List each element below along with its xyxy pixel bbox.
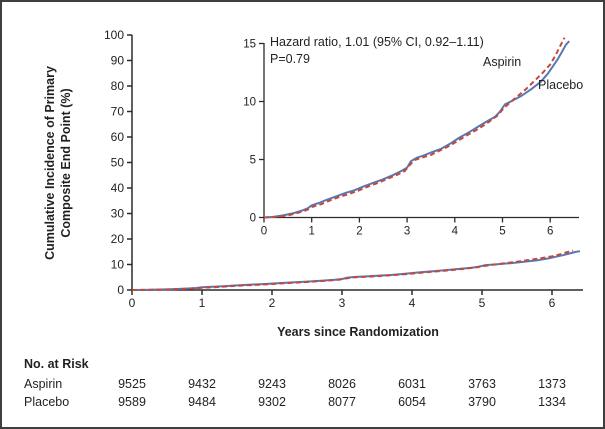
inset-x-tick-label: 1: [308, 226, 314, 238]
inset-x-tick-label: 4: [452, 226, 459, 238]
main-y-tick-label: 50: [111, 156, 125, 170]
main-y-tick-label: 20: [111, 232, 125, 246]
stats-annotation: Hazard ratio, 1.01 (95% CI, 0.92–1.11) P…: [270, 34, 484, 68]
main-y-tick-label: 100: [104, 28, 124, 42]
y-axis-title: Cumulative Incidence of Primary Composit…: [40, 15, 76, 311]
risk-row-placebo: Placebo 9589 9484 9302 8077 6054 3790 1334: [2, 395, 603, 411]
main-y-tick-label: 30: [111, 207, 125, 221]
inset-y-tick-label: 5: [250, 155, 256, 167]
main-x-tick-label: 4: [409, 296, 416, 310]
main-y-tick-label: 40: [111, 181, 125, 195]
risk-value: 9525: [118, 377, 146, 391]
main-x-tick-label: 2: [269, 296, 276, 310]
risk-value: 9302: [258, 395, 286, 409]
main-y-tick-label: 80: [111, 79, 125, 93]
risk-row-aspirin: Aspirin 9525 9432 9243 8026 6031 3763 1373: [2, 377, 603, 393]
aspirin-curve-inset: [263, 37, 566, 219]
risk-value: 1373: [538, 377, 566, 391]
main-y-tick-label: 0: [117, 283, 124, 297]
main-y-tick-label: 70: [111, 105, 125, 119]
x-axis-title: Years since Randomization: [277, 325, 439, 339]
risk-value: 8026: [328, 377, 356, 391]
inset-x-tick-label: 3: [404, 226, 410, 238]
inset-x-tick-label: 5: [499, 226, 505, 238]
inset-y-tick-label: 15: [243, 39, 256, 51]
risk-value: 3763: [468, 377, 496, 391]
placebo-curve-label: Placebo: [538, 78, 584, 92]
risk-value: 9484: [188, 395, 216, 409]
main-x-tick-label: 6: [549, 296, 556, 310]
main-y-tick-label: 10: [111, 258, 125, 272]
p-value-text: P=0.79: [270, 52, 310, 66]
main-x-tick-label: 0: [129, 296, 136, 310]
risk-value: 9243: [258, 377, 286, 391]
risk-row-label: Aspirin: [24, 377, 63, 391]
risk-value: 6031: [398, 377, 426, 391]
risk-table-title: No. at Risk: [24, 357, 89, 371]
inset-x-tick-label: 0: [261, 226, 267, 238]
main-x-tick-label: 5: [479, 296, 486, 310]
aspirin-curve-main: [131, 249, 574, 291]
main-x-tick-label: 3: [339, 296, 346, 310]
risk-value: 9432: [188, 377, 216, 391]
risk-row-label: Placebo: [24, 395, 70, 409]
inset-x-tick-label: 2: [356, 226, 362, 238]
main-y-tick-label: 60: [111, 130, 125, 144]
inset-x-tick-label: 6: [547, 226, 553, 238]
risk-value: 8077: [328, 395, 356, 409]
hazard-ratio-text: Hazard ratio, 1.01 (95% CI, 0.92–1.11): [270, 35, 484, 49]
placebo-curve-main: [131, 250, 581, 291]
risk-value: 3790: [468, 395, 496, 409]
risk-value: 6054: [398, 395, 426, 409]
inset-y-tick-label: 0: [250, 213, 256, 225]
y-axis-title-line2: Composite End Point (%): [59, 88, 73, 238]
inset-y-tick-label: 10: [243, 97, 256, 109]
risk-value: 9589: [118, 395, 146, 409]
risk-value: 1334: [538, 395, 566, 409]
main-x-tick-label: 1: [199, 296, 206, 310]
placebo-curve-inset: [263, 40, 571, 219]
main-y-tick-label: 90: [111, 54, 125, 68]
aspirin-curve-label: Aspirin: [483, 55, 522, 69]
y-axis-title-line1: Cumulative Incidence of Primary: [43, 66, 57, 260]
